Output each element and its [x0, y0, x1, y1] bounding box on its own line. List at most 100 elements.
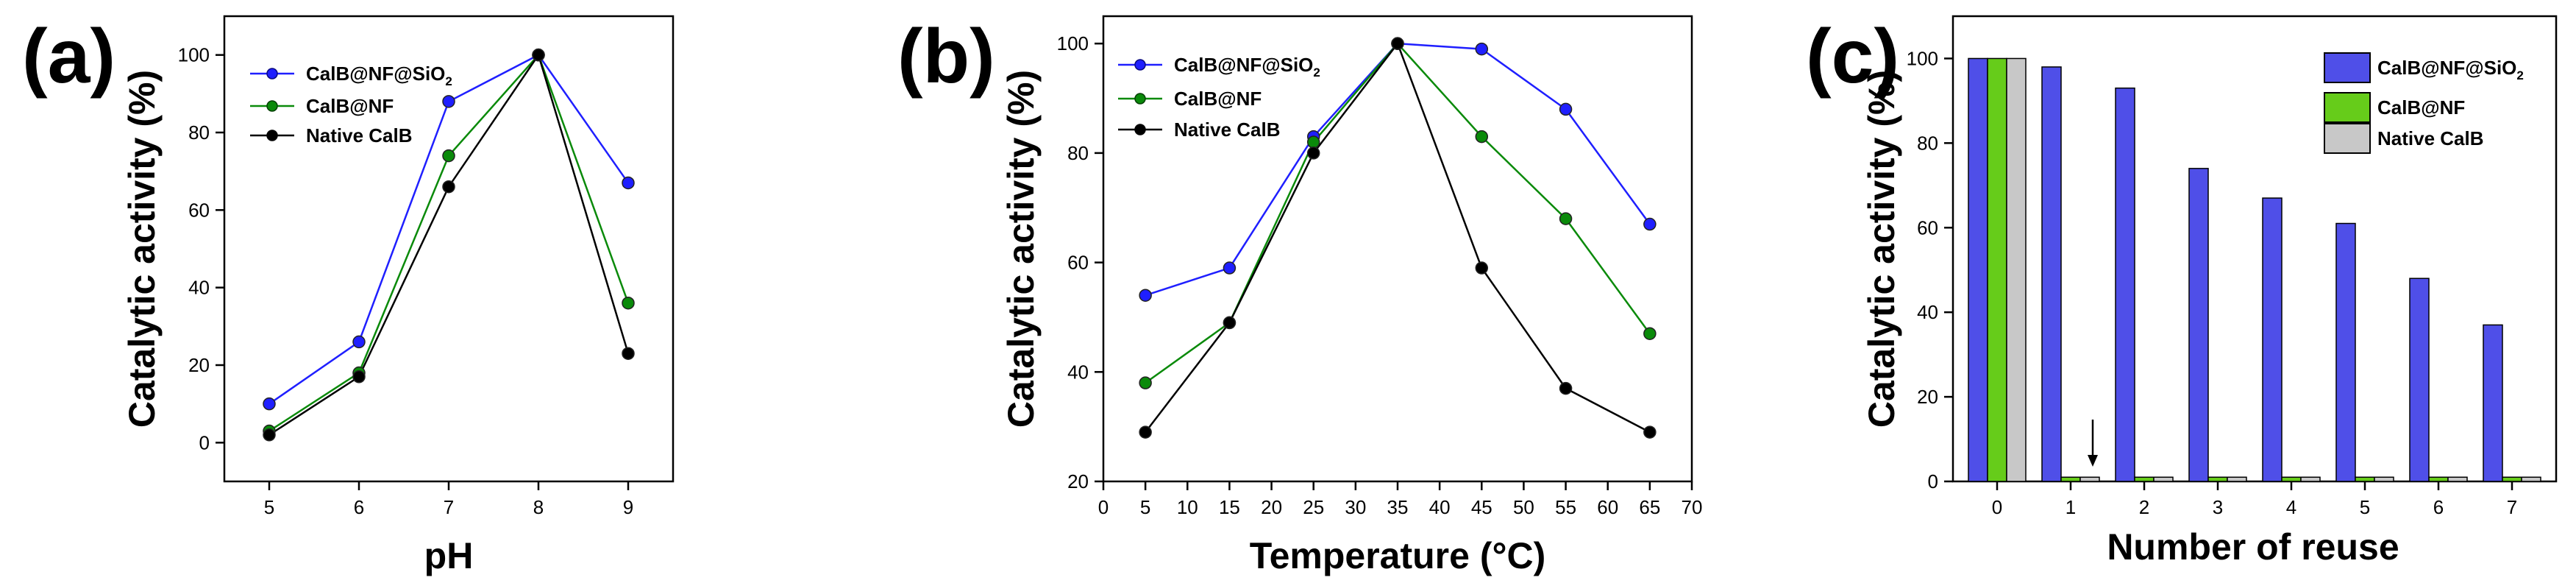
c-bar-1-7: [2483, 324, 2503, 482]
panel-c-x-axis-title: Number of reuse: [2107, 526, 2399, 568]
panel-a-legend: CalB@NF@SiO2 CalB@NF Native CalB: [250, 63, 452, 146]
a-series-3-point: [352, 370, 366, 384]
a-y-tick-label: 20: [188, 354, 210, 376]
panel-c-legend-entry-3: Native CalB: [2324, 123, 2484, 154]
a-y-tick-label: 60: [188, 199, 210, 221]
panel-a: (a) 0 20 40 60 80 100 5 6 7 8 9 Catalytic activit…: [22, 14, 675, 576]
panel-a-series: [263, 48, 635, 442]
c-bar-3-0: [2006, 57, 2027, 482]
c-y-tick-label: 60: [1917, 216, 1938, 239]
a-series-1-point: [263, 397, 276, 411]
panel-a-legend-label-1: CalB@NF@SiO: [306, 63, 445, 85]
panel-b-x-axis-title: Temperature (°C): [1250, 535, 1545, 576]
c-y-tick-label: 40: [1917, 301, 1938, 323]
b-series-3-point: [1223, 316, 1237, 330]
c-bar-1-4: [2262, 197, 2283, 482]
c-bar-1-5: [2335, 222, 2356, 482]
b-x-tick-label: 20: [1261, 496, 1282, 518]
a-series-2-point: [622, 296, 635, 310]
a-x-tick-label: 9: [623, 496, 633, 518]
panel-a-legend-label-3: Native CalB: [306, 124, 413, 146]
panel-c-legend-entry-2: CalB@NF: [2324, 92, 2465, 123]
svg-text:CalB@NF@SiO2: CalB@NF@SiO2: [1174, 54, 1320, 80]
c-bar-1-2: [2115, 87, 2135, 482]
a-x-tick-label: 8: [533, 496, 544, 518]
b-series-1-point: [1559, 102, 1573, 116]
c-bar-3-5: [2374, 476, 2394, 482]
a-y-tick-label: 0: [199, 431, 210, 453]
c-x-tick-label: 3: [2213, 496, 2223, 518]
panel-b-legend-label-3: Native CalB: [1174, 119, 1281, 141]
panel-a-legend-label-2: CalB@NF: [306, 95, 394, 117]
b-y-tick-label: 20: [1067, 470, 1089, 492]
b-y-tick-label: 100: [1057, 32, 1089, 54]
a-x-tick-label: 7: [444, 496, 454, 518]
a-series-2-point: [442, 149, 455, 163]
b-series-3-point: [1475, 261, 1489, 275]
c-bar-3-3: [2227, 476, 2247, 482]
panel-c-legend: CalB@NF@SiO2 CalB@NF Native CalB: [2324, 52, 2524, 154]
panel-a-y-axis-title: Catalytic activity (%): [121, 70, 163, 428]
c-x-tick-label: 5: [2360, 496, 2370, 518]
c-x-tick-label: 0: [1992, 496, 2002, 518]
c-bar-3-1: [2079, 476, 2100, 482]
b-series-2-point: [1559, 212, 1573, 225]
panel-c-legend-sub-1: 2: [2516, 68, 2523, 82]
b-series-2-point: [1306, 135, 1320, 149]
b-x-tick-label: 35: [1387, 496, 1409, 518]
c-y-tick-label: 0: [1928, 470, 1938, 492]
b-series-3-point: [1643, 425, 1657, 439]
b-x-tick-label: 25: [1303, 496, 1324, 518]
panel-b-x-axis: 0 5 10 15 20 25 30 35 40 45 50 55 60 65 70: [1098, 481, 1703, 518]
panel-a-x-axis-title: pH: [424, 535, 474, 576]
c-bar-2-5: [2355, 476, 2375, 482]
panel-c-bars: [1968, 57, 2541, 482]
c-bar-2-3: [2207, 476, 2228, 482]
b-x-tick-label: 5: [1140, 496, 1150, 518]
panel-a-legend-entry-3: Native CalB: [250, 124, 413, 146]
panel-c-x-axis: 0 1 2 3 4 5 6 7: [1992, 481, 2517, 518]
c-bar-1-6: [2409, 278, 2430, 482]
b-x-tick-label: 10: [1177, 496, 1198, 518]
panel-b-series: [1139, 37, 1657, 439]
a-series-1-point: [442, 95, 455, 108]
panel-c-y-axis: 0 20 40 60 80 100: [1907, 47, 1953, 492]
c-y-tick-label: 20: [1917, 386, 1938, 408]
panel-c-label: (c): [1806, 14, 1899, 99]
b-x-tick-label: 55: [1555, 496, 1576, 518]
panel-c-legend-entry-1: CalB@NF@SiO2: [2324, 52, 2524, 83]
a-series-3-point: [263, 428, 276, 442]
b-series-1-point: [1475, 42, 1489, 56]
b-series-2-point: [1643, 327, 1657, 340]
panel-c-annotation-arrow: [2088, 420, 2098, 467]
c-x-tick-label: 7: [2507, 496, 2517, 518]
panel-b-legend-label-1: CalB@NF@SiO: [1174, 54, 1313, 76]
b-y-tick-label: 60: [1067, 252, 1089, 274]
b-series-3-point: [1306, 146, 1320, 160]
panel-c-y-axis-title: Catalytic activity (%): [1861, 70, 1902, 428]
b-x-tick-label: 70: [1682, 496, 1703, 518]
a-series-3-point: [622, 347, 635, 360]
b-series-1-point: [1223, 261, 1237, 275]
c-bar-3-2: [2153, 476, 2174, 482]
c-bar-2-4: [2281, 476, 2302, 482]
panel-b: (b) 20 40 60 80 100 0 5 10 15 20 25 30 35 40 45 50 55 60…: [897, 14, 1702, 576]
panel-b-legend-entry-1: CalB@NF@SiO2: [1118, 54, 1320, 80]
c-bar-2-1: [2060, 476, 2081, 482]
b-x-tick-label: 50: [1513, 496, 1534, 518]
panel-b-legend: CalB@NF@SiO2 CalB@NF Native CalB: [1118, 54, 1320, 141]
c-bar-2-2: [2134, 476, 2155, 482]
b-x-tick-label: 15: [1219, 496, 1240, 518]
panel-b-y-axis-title: Catalytic activity (%): [1000, 70, 1042, 428]
panel-b-legend-label-2: CalB@NF: [1174, 88, 1262, 110]
panel-a-legend-entry-2: CalB@NF: [250, 95, 394, 117]
panel-b-label: (b): [897, 14, 995, 99]
c-y-tick-label: 80: [1917, 132, 1938, 154]
c-bar-2-0: [1987, 57, 2007, 482]
panel-c-legend-label-3: Native CalB: [2377, 127, 2484, 149]
c-x-tick-label: 4: [2286, 496, 2296, 518]
b-x-tick-label: 40: [1429, 496, 1451, 518]
a-y-tick-label: 80: [188, 121, 210, 144]
panel-b-y-axis: 20 40 60 80 100: [1057, 32, 1103, 492]
svg-text:CalB@NF@SiO2: CalB@NF@SiO2: [306, 63, 452, 88]
